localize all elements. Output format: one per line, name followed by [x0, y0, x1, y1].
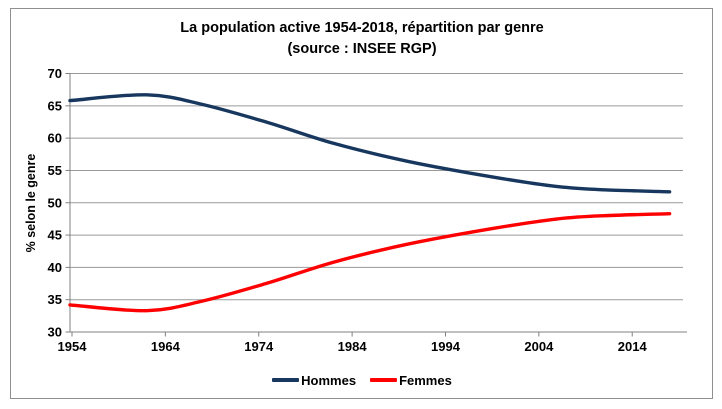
y-tick-label-45: 45: [48, 228, 62, 243]
y-tick-label-35: 35: [48, 292, 62, 307]
x-tick-label-1994: 1994: [431, 339, 461, 354]
y-tick-label-55: 55: [48, 163, 62, 178]
legend: Hommes Femmes: [10, 370, 714, 390]
y-tick-label-30: 30: [48, 325, 62, 340]
x-tick-label-1974: 1974: [244, 339, 274, 354]
y-tick-label-40: 40: [48, 260, 62, 275]
x-tick-label-2004: 2004: [524, 339, 554, 354]
legend-item-femmes: Femmes: [370, 373, 452, 388]
x-tick-label-2014: 2014: [618, 339, 648, 354]
legend-label-hommes: Hommes: [301, 372, 357, 388]
legend-label-femmes: Femmes: [399, 372, 452, 388]
y-tick-label-50: 50: [48, 195, 62, 210]
legend-line-swatch-femmes: [370, 378, 398, 382]
x-tick-label-1984: 1984: [338, 339, 368, 354]
x-tick-label-1954: 1954: [58, 339, 88, 354]
series-line-hommes: [68, 93, 672, 194]
y-tick-label-60: 60: [48, 131, 62, 146]
chart-subtitle: (source : INSEE RGP): [287, 41, 437, 57]
y-tick-label-70: 70: [48, 66, 62, 81]
x-tick-label-1964: 1964: [151, 339, 181, 354]
chart-title: La population active 1954-2018, répartit…: [180, 20, 544, 36]
y-axis-title: % selon le genre: [24, 153, 38, 253]
legend-item-hommes: Hommes: [272, 373, 356, 388]
legend-line-swatch-hommes: [272, 378, 300, 382]
chart-title-block: La population active 1954-2018, répartit…: [10, 18, 714, 60]
series-line-femmes: [68, 212, 672, 313]
y-tick-label-65: 65: [48, 98, 62, 113]
